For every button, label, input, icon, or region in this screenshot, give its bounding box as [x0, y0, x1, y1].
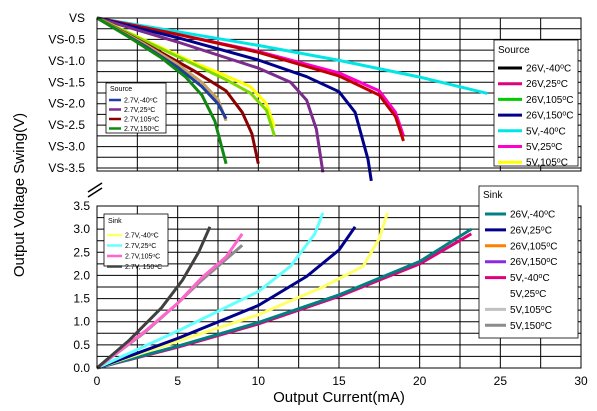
sink-legend-label: 5V,-40oC	[510, 273, 550, 285]
sink-legend-label: 26V,150oC	[510, 257, 557, 269]
source-panel-frame	[96, 17, 582, 172]
source-legend-label: 26V,105oC	[526, 94, 573, 106]
sink-legend-title: Sink	[483, 190, 503, 201]
source-legend-label: 5V,-40oC	[526, 126, 566, 138]
source-series-line	[96, 16, 373, 182]
source-y-tick-label: VS-1.5	[48, 75, 85, 89]
sink-y-tick-label: 0.0	[73, 361, 90, 375]
sink-y-tick-label: 3.0	[73, 222, 90, 236]
sink-legend-label: 26V,105oC	[510, 241, 557, 253]
source-legend-small-label: 2.7V,-40oC	[124, 97, 158, 105]
sink-series-line	[96, 227, 473, 370]
x-tick-label: 10	[252, 374, 266, 388]
sink-y-tick-label: 3.5	[73, 199, 90, 213]
x-tick-label: 5	[174, 374, 181, 388]
sink-series-line	[96, 212, 389, 370]
sink-legend-label: 26V,-40oC	[510, 209, 555, 221]
source-legend-small-label: 2.7V,25oC	[124, 107, 155, 115]
sink-legend-label: 26V,25oC	[510, 225, 552, 237]
source-series-line	[96, 16, 325, 173]
source-series-line	[96, 16, 228, 165]
source-y-tick-label: VS-0.5	[48, 32, 85, 46]
sink-series-line	[96, 225, 357, 370]
tick-labels: 0 5 10 15 20 25 30 VS VS-0.5 VS-1.0 VS-1.5 VS-2.0 VS…	[48, 11, 588, 388]
source-legend-label: 26V,-40oC	[526, 63, 571, 75]
source-y-tick-label: VS	[69, 11, 85, 25]
source-legend-title: Source	[498, 45, 530, 56]
axis-break-mark	[87, 187, 103, 198]
sink-legend-label: 5V,105oC	[510, 304, 552, 316]
source-legend-label: 26V,150oC	[526, 110, 573, 122]
sink-panel-frame	[96, 205, 582, 369]
source-series-line	[96, 16, 488, 95]
axis-break-gap	[89, 172, 105, 205]
source-series-line	[96, 16, 276, 137]
source-y-tick-label: VS-1.0	[48, 54, 85, 68]
sink-legend-small-box	[103, 213, 169, 267]
source-y-tick-label: VS-2.5	[48, 118, 85, 132]
sink-legend-label: 5V,150oC	[510, 320, 552, 332]
source-series-line	[96, 16, 405, 142]
sink-y-tick-label: 1.0	[73, 315, 90, 329]
source-legend-small-label: 2.7V,105oC	[124, 116, 159, 124]
axis-break-mark	[87, 182, 103, 193]
sink-series-line	[96, 212, 325, 370]
source-legend: Source 26V,-40oC 26V,25oC 26V,105oC 26V,150o…	[493, 39, 579, 169]
sink-y-tick-label: 2.5	[73, 245, 90, 259]
x-tick-label: 25	[494, 374, 508, 388]
sink-y-tick-label: 1.5	[73, 292, 90, 306]
x-axis-title: Output Current(mA)	[273, 389, 405, 406]
sink-legend-small-label: 2.7V,105oC	[125, 253, 160, 261]
x-tick-label: 30	[574, 374, 588, 388]
x-tick-label: 0	[94, 374, 101, 388]
source-y-tick-label: VS-3.5	[48, 161, 85, 175]
sink-y-tick-label: 2.0	[73, 268, 90, 282]
source-legend-label: 5V,25oC	[526, 142, 562, 154]
sink-legend-small-label: 2.7V,25oC	[125, 243, 156, 251]
source-y-tick-label: VS-2.0	[48, 97, 85, 111]
y-axis-title: Output Voltage Swing(V)	[11, 113, 28, 277]
sink-legend: Sink 26V,-40oC 26V,25oC 26V,105oC 26V,150oC 5…	[478, 185, 579, 339]
sink-legend-small-label: 2.7V,-40oC	[125, 232, 159, 240]
x-tick-label: 15	[332, 374, 346, 388]
sink-y-tick-label: 0.5	[73, 338, 90, 352]
sink-series-line	[96, 232, 244, 370]
x-tick-label: 20	[413, 374, 427, 388]
sink-series-line	[96, 226, 212, 370]
source-legend-small-box	[105, 82, 167, 134]
source-y-tick-label: VS-3.0	[48, 140, 85, 154]
source-legend-small-label: 2.7V,150oC	[124, 126, 159, 134]
sink-legend-label: 5V,25oC	[510, 289, 546, 301]
sink-legend-small-title: Sink	[108, 218, 122, 225]
source-legend-label: 26V,25oC	[526, 79, 568, 91]
plot-frame	[87, 17, 582, 369]
series-layer	[96, 16, 488, 370]
legends: Source 26V,-40oC 26V,25oC 26V,105oC 26V,150o…	[103, 39, 579, 339]
sink-legend-small-label: 2.7V, 150oC	[125, 264, 162, 272]
source-legend-label: 5V,105oC	[526, 157, 568, 169]
source-legend-small-title: Source	[110, 86, 132, 93]
